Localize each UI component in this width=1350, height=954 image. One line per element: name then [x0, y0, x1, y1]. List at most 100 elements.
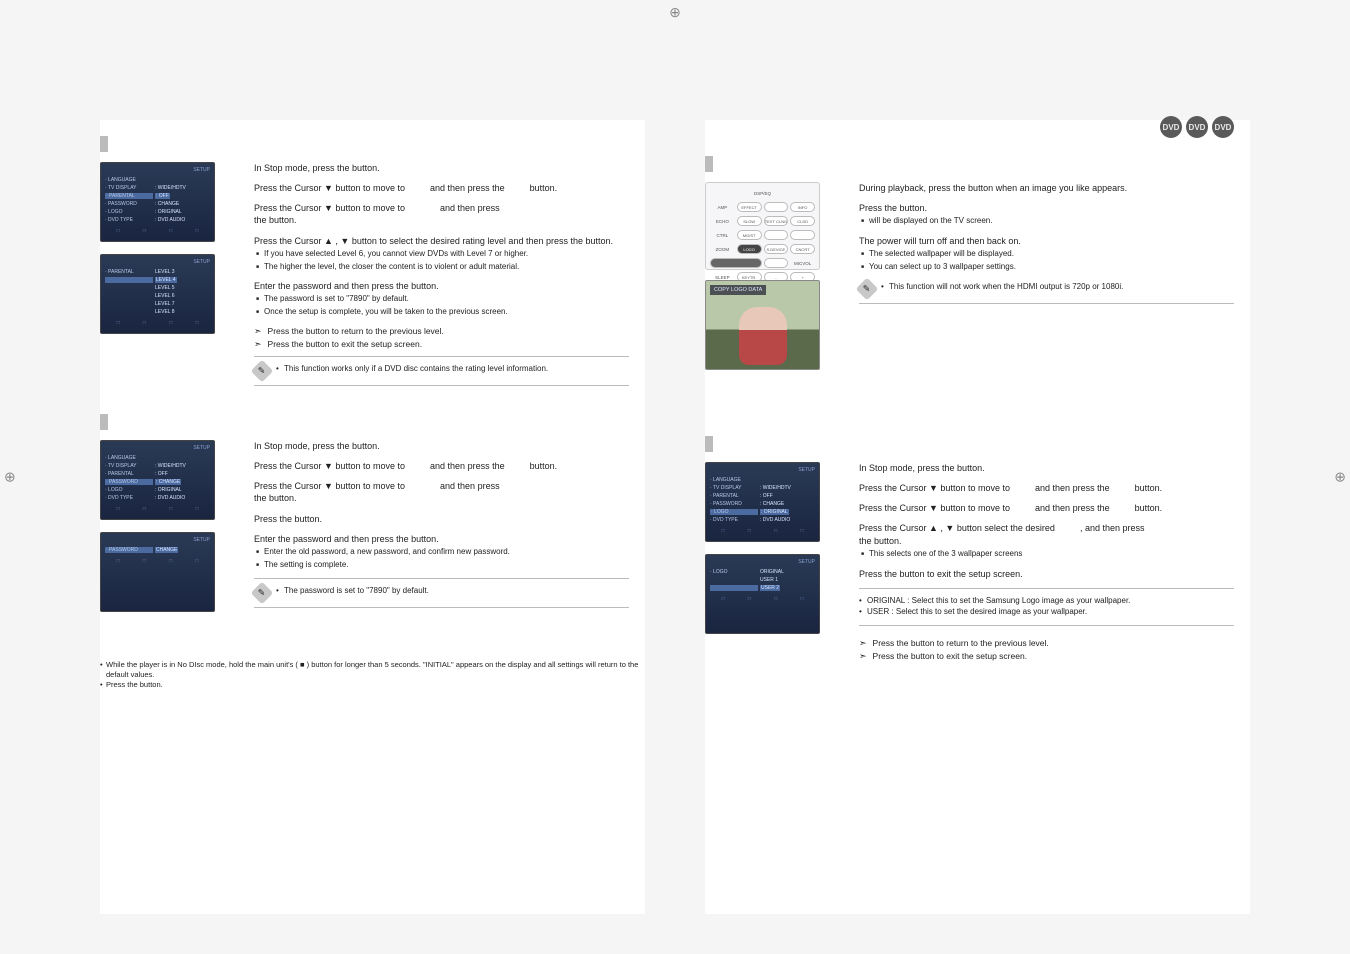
rating-step-5-sub1: The password is set to "7890" by default… [254, 294, 629, 305]
txt: and then press [440, 481, 500, 491]
remote-button [710, 258, 762, 268]
txt: Press the button to return to the previo… [873, 638, 1049, 649]
remote-button: MO/ST [737, 230, 762, 240]
dvd-badge: DVD [1160, 116, 1182, 138]
wallset-step-5: Press the button to exit the setup scree… [859, 568, 1234, 580]
photo-thumb: COPY LOGO DATA [705, 280, 820, 370]
section-marker [100, 414, 108, 430]
remote-label: ZOOM [710, 247, 735, 252]
remote-button: S.DEVICE [764, 244, 789, 254]
wallreg-section-bar [705, 156, 1250, 172]
wallset-menu-thumb-2: SETUP· LOGOORIGINALUSER 1USER 2□□□□ [705, 554, 820, 634]
txt: Press the Cursor ▼ button to move to [254, 481, 405, 491]
remote-button: TEXT CLNG [764, 216, 789, 226]
txt: the button. [254, 215, 297, 225]
remote-button [764, 202, 789, 212]
arrow-icon: ➣ [254, 339, 262, 350]
remote-thumb: DSP/EQ AMP EFFECT INFO ECHO SLOW TEXT CL… [705, 182, 820, 270]
crop-mark-top: ⊕ [669, 4, 681, 21]
txt: the button. [254, 493, 297, 503]
divider [859, 588, 1234, 589]
note-icon: ✎ [856, 277, 879, 300]
left-page: SETUP· LANGUAGE· TV DISPLAY: WIDE/HDTV ·… [100, 120, 645, 914]
wallreg-tip: ✎ This function will not work when the H… [859, 281, 1234, 297]
rating-step-3: Press the Cursor ▼ button to move to and… [254, 202, 629, 226]
txt: Enter the password and then press the bu… [254, 281, 439, 291]
wallset-return-2: ➣ Press the button to exit the setup scre… [859, 651, 1234, 662]
rating-step-2: Press the Cursor ▼ button to move to and… [254, 182, 629, 194]
txt: and then press the [1035, 503, 1110, 513]
rating-step-4: Press the Cursor ▲ , ▼ button to select … [254, 235, 629, 273]
remote-label: ECHO [710, 219, 735, 224]
footnote: While the player is in No DIsc mode, hol… [100, 660, 645, 690]
wallset-note-1: ORIGINAL : Select this to set the Samsun… [859, 595, 1234, 606]
txt: button. [1135, 483, 1163, 493]
txt: button. [530, 461, 558, 471]
dvd-badges: DVD DVD DVD [1160, 116, 1234, 138]
remote-button: INFO [790, 202, 815, 212]
wallreg-step-3-sub1: The selected wallpaper will be displayed… [859, 249, 1234, 260]
divider [859, 625, 1234, 626]
txt: Press the button to exit the setup scree… [268, 339, 423, 350]
right-page: DVD DVD DVD DSP/EQ AMP EFFECT INFO ECHO … [705, 120, 1250, 914]
password-step-2: Press the Cursor ▼ button to move to and… [254, 460, 629, 472]
remote-button [790, 230, 815, 240]
remote-button: CNCRT [790, 244, 815, 254]
remote-label: DSP/EQ [710, 191, 815, 196]
txt: , and then press [1080, 523, 1145, 533]
remote-logo-button: LOGO [737, 244, 762, 254]
txt: Press the button to return to the previo… [268, 326, 444, 337]
remote-label: CTRL [710, 233, 735, 238]
wallset-step-4: Press the Cursor ▲ , ▼ button select the… [859, 522, 1234, 559]
remote-button [764, 258, 789, 268]
remote-button: EFFECT [737, 202, 762, 212]
password-step-5-sub2: The setting is complete. [254, 560, 629, 571]
section-marker [100, 136, 108, 152]
rating-tip: ✎ This function works only if a DVD disc… [254, 356, 629, 379]
arrow-icon: ➣ [254, 326, 262, 337]
wallset-step-4-sub: This selects one of the 3 wallpaper scre… [859, 549, 1234, 560]
password-section-bar [100, 414, 645, 430]
txt: Press the Cursor ▼ button to move to [254, 461, 405, 471]
footnote-1: While the player is in No DIsc mode, hol… [100, 660, 645, 680]
password-step-5: Enter the password and then press the bu… [254, 533, 629, 571]
txt: Press the Cursor ▲ , ▼ button to select … [254, 236, 613, 246]
password-menu-thumb-2: SETUP· PASSWORDCHANGE□□□□ [100, 532, 215, 612]
remote-button [764, 230, 789, 240]
wallset-step-2: Press the Cursor ▼ button to move to and… [859, 482, 1234, 494]
wallreg-tip-text: This function will not work when the HDM… [881, 281, 1123, 292]
wallreg-step-3-sub2: You can select up to 3 wallpaper setting… [859, 262, 1234, 273]
remote-button: CLSD [790, 216, 815, 226]
txt: Press the Cursor ▼ button to move to [254, 183, 405, 193]
rating-menu-thumb-1: SETUP· LANGUAGE· TV DISPLAY: WIDE/HDTV ·… [100, 162, 215, 242]
rating-step-5: Enter the password and then press the bu… [254, 280, 629, 318]
photo-banner: COPY LOGO DATA [710, 285, 766, 295]
wallset-menu-thumb-1: SETUP· LANGUAGE· TV DISPLAY: WIDE/HDTV ·… [705, 462, 820, 542]
wallset-step-3: Press the Cursor ▼ button to move to and… [859, 502, 1234, 514]
rating-tip-text: This function works only if a DVD disc c… [276, 363, 548, 374]
txt: The power will turn off and then back on… [859, 236, 1021, 246]
divider [254, 385, 629, 386]
arrow-icon: ➣ [859, 651, 867, 662]
wallset-return-1: ➣Press the button to return to the previ… [859, 638, 1234, 649]
note-icon: ✎ [251, 360, 274, 383]
txt: Enter the password and then press the bu… [254, 534, 439, 544]
remote-label: MICVOL [790, 261, 815, 266]
password-step-4: Press the button. [254, 513, 629, 525]
rating-menu-thumb-2: SETUP· PARENTALLEVEL 3LEVEL 4LEVEL 5LEVE… [100, 254, 215, 334]
wallset-section-bar [705, 436, 1250, 452]
dvd-badge: DVD [1212, 116, 1234, 138]
rating-return-1: ➣ Press the button to return to the previ… [254, 326, 629, 337]
txt: and then press the [1035, 483, 1110, 493]
txt: and then press the [430, 461, 505, 471]
note-icon: ✎ [251, 582, 274, 605]
txt: Press the button to exit the setup scree… [873, 651, 1028, 662]
remote-label: SLEEP [710, 275, 735, 280]
txt: button. [530, 183, 558, 193]
rating-steps: In Stop mode, press the button. Press th… [254, 162, 645, 392]
section-marker [705, 156, 713, 172]
wallreg-step-2: Press the button. will be displayed on t… [859, 202, 1234, 227]
section-marker [705, 436, 713, 452]
rating-return-2: ➣ Press the button to exit the setup scre… [254, 339, 629, 350]
password-menu-thumb-1: SETUP· LANGUAGE· TV DISPLAY: WIDE/HDTV ·… [100, 440, 215, 520]
